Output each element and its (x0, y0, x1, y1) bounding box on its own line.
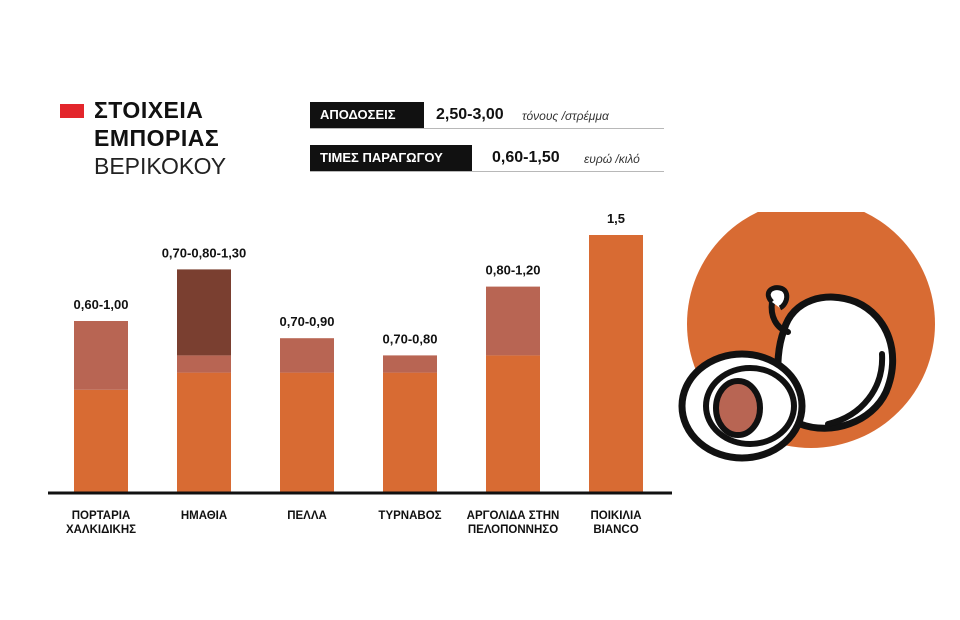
category-label: ΠΕΛΟΠΟΝΝΗΣΟ (468, 524, 558, 536)
bar-base (280, 372, 334, 493)
category-label: ΧΑΛΚΙΔΙΚΗΣ (66, 524, 136, 536)
yields-value: 2,50-3,00 (436, 106, 504, 123)
prices-row: ΤΙΜΕΣ ΠΑΡΑΓΩΓΟΥ 0,60-1,50 ευρώ /κιλό (310, 145, 664, 172)
bar-base (383, 372, 437, 493)
bar-value-label: 0,70-0,80-1,30 (162, 245, 247, 260)
bar-range-segment (486, 286, 540, 356)
title-line-1: ΣΤΟΙΧΕΙΑ (94, 97, 204, 123)
apricot-icon (678, 212, 935, 462)
category-label: ΠΟΙΚΙΛΙΑ (590, 510, 641, 522)
bar-value-label: 0,80-1,20 (486, 263, 541, 278)
bar-base (486, 355, 540, 493)
category-label: ΗΜΑΘΙΑ (181, 510, 227, 522)
bar-base (74, 389, 128, 493)
bar-range-segment (74, 321, 128, 390)
bar-base (177, 372, 231, 493)
stem-icon (765, 285, 790, 311)
yields-unit: τόνους /στρέμμα (522, 109, 609, 123)
yields-row: ΑΠΟΔΟΣΕΙΣ 2,50-3,00 τόνους /στρέμμα (310, 102, 664, 129)
category-label: ΤΥΡΝΑΒΟΣ (378, 510, 441, 522)
title-line-2: ΕΜΠΟΡΙΑΣ (94, 125, 220, 151)
bar-range-segment (177, 269, 231, 356)
category-label: ΠΕΛΛΑ (287, 510, 327, 522)
category-label: ΑΡΓΟΛΙΔΑ ΣΤΗΝ (467, 510, 560, 522)
bar-base (589, 235, 643, 493)
bar-range-segment (177, 355, 231, 373)
prices-value: 0,60-1,50 (492, 149, 560, 166)
bar-range-segment (280, 338, 334, 373)
category-label: BIANCO (593, 524, 638, 536)
bar-value-label: 0,60-1,00 (74, 297, 129, 312)
pit-icon (713, 378, 763, 438)
prices-unit: ευρώ /κιλό (584, 152, 640, 166)
bar-value-label: 0,70-0,80 (383, 331, 438, 346)
bar-range-segment (383, 355, 437, 373)
apricot-half-icon (678, 350, 806, 462)
title-line-3: ΒΕΡΙΚΟΚΟΥ (94, 153, 227, 179)
bar-value-label: 0,70-0,90 (280, 314, 335, 329)
bar-value-label: 1,5 (607, 211, 625, 226)
prices-label: ΤΙΜΕΣ ΠΑΡΑΓΩΓΟΥ (310, 145, 472, 171)
category-label: ΠΟΡΤΑΡΙΑ (72, 510, 131, 522)
title-marker (60, 104, 84, 118)
yields-label: ΑΠΟΔΟΣΕΙΣ (310, 102, 424, 128)
